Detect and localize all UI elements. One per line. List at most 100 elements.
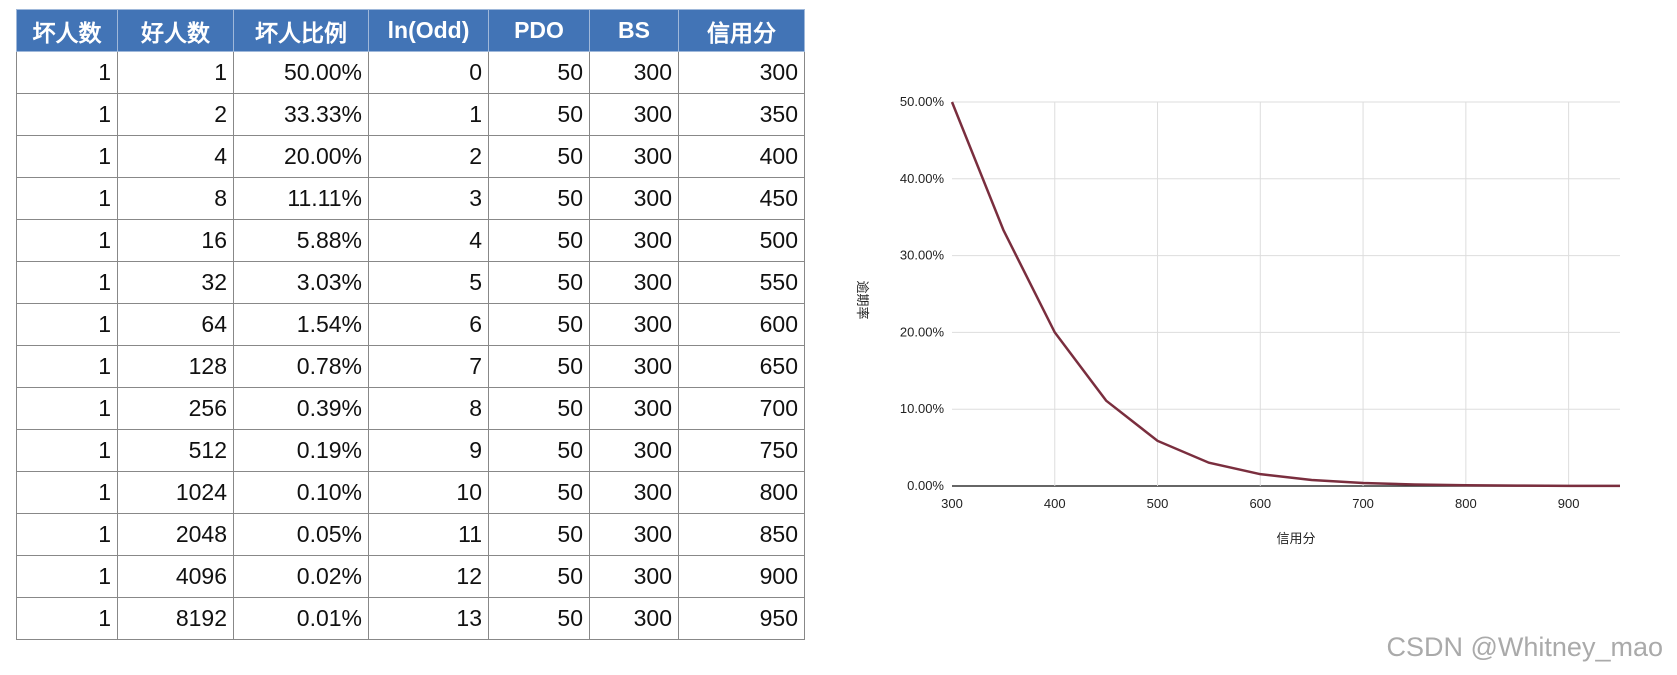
y-tick-label: 20.00% bbox=[900, 324, 945, 339]
table-cell: 11.11% bbox=[233, 177, 369, 220]
column-header: 信用分 bbox=[678, 9, 805, 52]
table-cell: 32 bbox=[117, 261, 234, 304]
table-cell: 8 bbox=[368, 387, 489, 430]
table-cell: 500 bbox=[678, 219, 805, 262]
table-cell: 0.19% bbox=[233, 429, 369, 472]
x-axis-label: 信用分 bbox=[1276, 531, 1315, 546]
table-cell: 550 bbox=[678, 261, 805, 304]
table-cell: 64 bbox=[117, 303, 234, 346]
table-row: 1 8 11.11% 3 50 300 450 bbox=[16, 177, 805, 220]
column-header: ln(Odd) bbox=[368, 9, 489, 52]
table-row: 1 2 33.33% 1 50 300 350 bbox=[16, 93, 805, 136]
table-row: 1 64 1.54% 6 50 300 600 bbox=[16, 303, 805, 346]
table-cell: 3.03% bbox=[233, 261, 369, 304]
table-cell: 50.00% bbox=[233, 51, 369, 94]
table-cell: 300 bbox=[589, 93, 679, 136]
table-cell: 300 bbox=[678, 51, 805, 94]
table-cell: 50 bbox=[488, 219, 590, 262]
table-cell: 300 bbox=[589, 387, 679, 430]
table-cell: 1 bbox=[16, 219, 118, 262]
table-cell: 1024 bbox=[117, 471, 234, 514]
column-header: 好人数 bbox=[117, 9, 234, 52]
table-cell: 800 bbox=[678, 471, 805, 514]
table-cell: 50 bbox=[488, 387, 590, 430]
table-cell: 1 bbox=[16, 303, 118, 346]
table-cell: 12 bbox=[368, 555, 489, 598]
table-cell: 300 bbox=[589, 513, 679, 556]
column-header: PDO bbox=[488, 9, 590, 52]
table-cell: 50 bbox=[488, 513, 590, 556]
table-cell: 1 bbox=[16, 513, 118, 556]
y-tick-label: 40.00% bbox=[900, 171, 945, 186]
x-tick-label: 600 bbox=[1249, 496, 1271, 511]
x-tick-label: 700 bbox=[1352, 496, 1374, 511]
column-header: 坏人比例 bbox=[233, 9, 369, 52]
table-row: 1 256 0.39% 8 50 300 700 bbox=[16, 387, 805, 430]
table-cell: 1 bbox=[16, 471, 118, 514]
table-cell: 300 bbox=[589, 429, 679, 472]
table-cell: 1 bbox=[16, 429, 118, 472]
table-row: 1 1 50.00% 0 50 300 300 bbox=[16, 51, 805, 94]
table-cell: 50 bbox=[488, 135, 590, 178]
y-tick-label: 30.00% bbox=[900, 248, 945, 263]
table-cell: 50 bbox=[488, 51, 590, 94]
table-cell: 11 bbox=[368, 513, 489, 556]
table-cell: 300 bbox=[589, 597, 679, 640]
data-line bbox=[950, 101, 1621, 488]
table-cell: 1 bbox=[16, 345, 118, 388]
table-row: 1 1024 0.10% 10 50 300 800 bbox=[16, 471, 805, 514]
watermark: CSDN @Whitney_mao bbox=[1386, 632, 1664, 662]
column-header: BS bbox=[589, 9, 679, 52]
table-cell: 0.10% bbox=[233, 471, 369, 514]
table-cell: 900 bbox=[678, 555, 805, 598]
table-cell: 50 bbox=[488, 429, 590, 472]
table-cell: 2048 bbox=[117, 513, 234, 556]
table-row: 1 4 20.00% 2 50 300 400 bbox=[16, 135, 805, 178]
table-cell: 20.00% bbox=[233, 135, 369, 178]
table-cell: 50 bbox=[488, 471, 590, 514]
y-tick-label: 0.00% bbox=[907, 478, 944, 493]
table-cell: 950 bbox=[678, 597, 805, 640]
table-cell: 50 bbox=[488, 303, 590, 346]
table-row: 1 4096 0.02% 12 50 300 900 bbox=[16, 555, 805, 598]
table-cell: 7 bbox=[368, 345, 489, 388]
table-cell: 0.02% bbox=[233, 555, 369, 598]
table-cell: 1 bbox=[16, 93, 118, 136]
table-row: 1 512 0.19% 9 50 300 750 bbox=[16, 429, 805, 472]
table-cell: 650 bbox=[678, 345, 805, 388]
table-cell: 5 bbox=[368, 261, 489, 304]
table-cell: 8192 bbox=[117, 597, 234, 640]
table-cell: 1 bbox=[16, 555, 118, 598]
table-cell: 10 bbox=[368, 471, 489, 514]
x-tick-label: 500 bbox=[1147, 496, 1169, 511]
table-cell: 300 bbox=[589, 345, 679, 388]
table-cell: 450 bbox=[678, 177, 805, 220]
table-cell: 300 bbox=[589, 303, 679, 346]
table-cell: 4 bbox=[368, 219, 489, 262]
table-cell: 1 bbox=[16, 387, 118, 430]
y-tick-label: 50.00% bbox=[900, 94, 945, 109]
table-cell: 300 bbox=[589, 51, 679, 94]
table-cell: 300 bbox=[589, 177, 679, 220]
table-cell: 4096 bbox=[117, 555, 234, 598]
table-row: 1 32 3.03% 5 50 300 550 bbox=[16, 261, 805, 304]
x-tick-label: 400 bbox=[1044, 496, 1066, 511]
table-cell: 50 bbox=[488, 345, 590, 388]
table-cell: 700 bbox=[678, 387, 805, 430]
table-cell: 350 bbox=[678, 93, 805, 136]
table-cell: 6 bbox=[368, 303, 489, 346]
table-cell: 50 bbox=[488, 597, 590, 640]
table-cell: 2 bbox=[368, 135, 489, 178]
table-cell: 512 bbox=[117, 429, 234, 472]
table-cell: 13 bbox=[368, 597, 489, 640]
table-cell: 1 bbox=[117, 51, 234, 94]
table-cell: 50 bbox=[488, 177, 590, 220]
table-cell: 400 bbox=[678, 135, 805, 178]
table-cell: 0.05% bbox=[233, 513, 369, 556]
table-cell: 4 bbox=[117, 135, 234, 178]
table-cell: 0 bbox=[368, 51, 489, 94]
table-cell: 1.54% bbox=[233, 303, 369, 346]
table-cell: 3 bbox=[368, 177, 489, 220]
table-cell: 300 bbox=[589, 471, 679, 514]
table-cell: 600 bbox=[678, 303, 805, 346]
